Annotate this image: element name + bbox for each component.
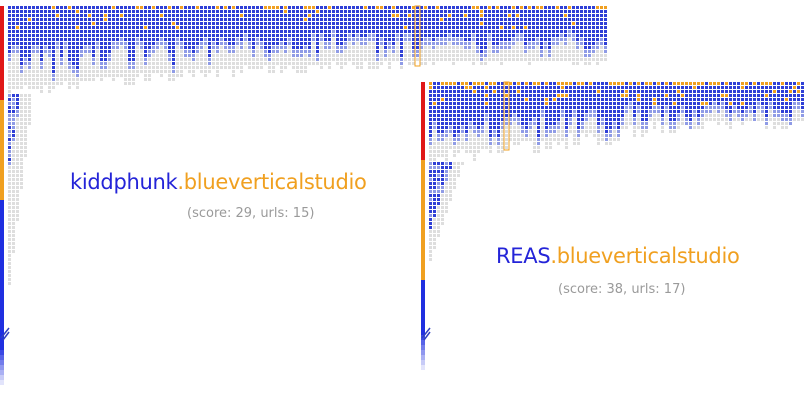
grid-svg-reas bbox=[421, 81, 804, 370]
panel-kiddphunk: kiddphunk.blueverticalstudio (score: 29,… bbox=[0, 5, 607, 385]
user-name: kiddphunk bbox=[70, 170, 178, 194]
score-stats-reas: (score: 38, urls: 17) bbox=[558, 282, 686, 297]
user-name: REAS bbox=[496, 244, 551, 268]
panel-reas: REAS.blueverticalstudio (score: 38, urls… bbox=[421, 80, 808, 404]
site-name-reas: REAS.blueverticalstudio bbox=[496, 244, 740, 268]
domain-name: .blueverticalstudio bbox=[550, 244, 740, 268]
url-grid-kiddphunk bbox=[0, 5, 607, 385]
domain-name: .blueverticalstudio bbox=[177, 170, 367, 194]
url-grid-reas bbox=[421, 80, 806, 400]
grid-svg-kiddphunk bbox=[0, 5, 607, 385]
site-name-kiddphunk: kiddphunk.blueverticalstudio bbox=[70, 170, 367, 194]
score-stats-kiddphunk: (score: 29, urls: 15) bbox=[187, 206, 315, 221]
